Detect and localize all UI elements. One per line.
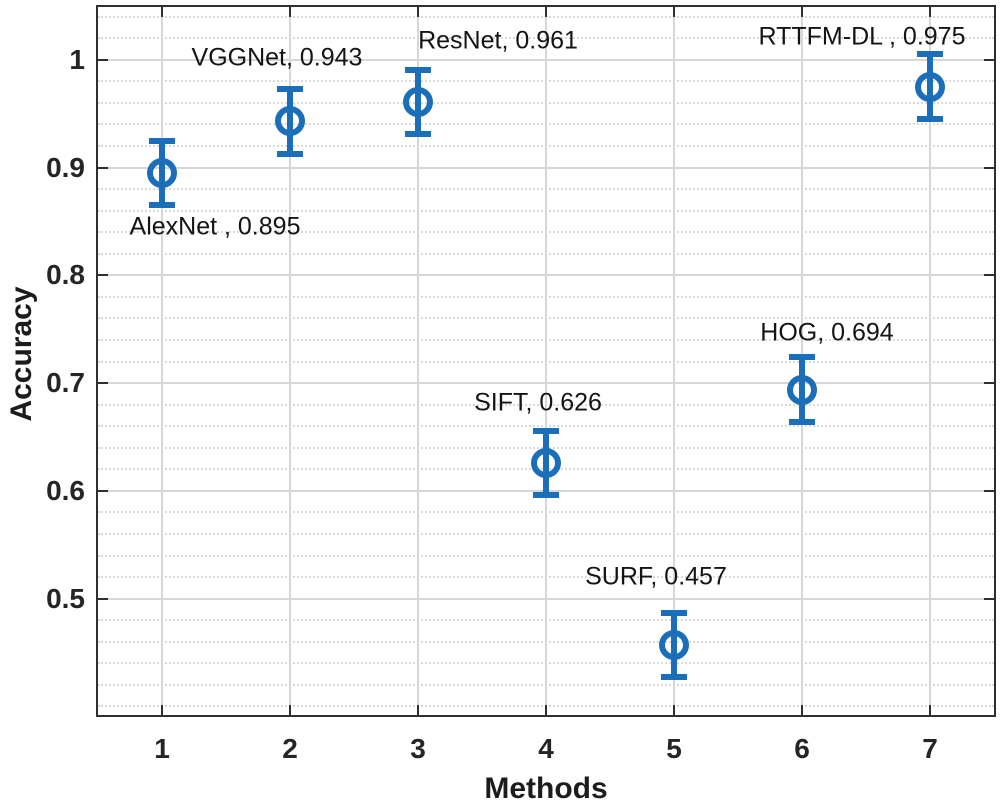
x-tick-mark-top — [289, 7, 291, 17]
error-bar-cap-top — [661, 609, 687, 616]
y-tick-mark-right — [984, 274, 994, 277]
error-bar-cap-bottom — [149, 202, 175, 209]
x-tick-label: 4 — [538, 733, 554, 764]
error-bar-cap-top — [917, 51, 943, 58]
y-tick-mark-left — [98, 166, 108, 169]
error-bar-cap-top — [789, 354, 815, 361]
error-bar-cap-bottom — [661, 674, 687, 681]
error-bar-cap-bottom — [533, 492, 559, 499]
major-gridline-vertical — [417, 7, 419, 715]
x-tick-mark-top — [545, 7, 547, 17]
x-tick-mark-top — [801, 7, 803, 17]
error-bar-cap-bottom — [277, 150, 303, 157]
x-tick-mark-bottom — [929, 705, 931, 715]
error-bar-cap-top — [277, 85, 303, 92]
y-tick-mark-left — [98, 489, 108, 492]
x-tick-mark-top — [673, 7, 675, 17]
data-point-label: VGGNet, 0.943 — [191, 43, 363, 72]
error-bar-cap-bottom — [917, 116, 943, 123]
major-gridline-vertical — [161, 7, 163, 715]
x-tick-mark-bottom — [545, 705, 547, 715]
y-tick-label: 0.7 — [46, 367, 85, 399]
data-point-marker — [787, 374, 817, 405]
data-point-label: HOG, 0.694 — [760, 318, 894, 347]
error-bar-cap-bottom — [789, 418, 815, 425]
data-point-marker — [531, 447, 561, 478]
major-gridline-vertical — [929, 7, 931, 715]
x-tick-label: 7 — [922, 733, 938, 764]
error-bar-cap-top — [405, 66, 431, 73]
x-tick-label: 2 — [282, 733, 298, 764]
error-bar-cap-top — [533, 427, 559, 434]
x-tick-mark-bottom — [801, 705, 803, 715]
y-tick-mark-right — [984, 58, 994, 61]
y-tick-label: 0.9 — [46, 151, 85, 183]
x-axis-title: Methods — [484, 772, 608, 805]
data-point-label: RTTFM-DL , 0.975 — [758, 22, 966, 51]
major-gridline-vertical — [289, 7, 291, 715]
plot-area: AlexNet , 0.895 VGGNet, 0.943 ResNet, 0.96… — [96, 5, 996, 717]
data-point-marker — [915, 71, 945, 102]
x-tick-label: 1 — [154, 733, 170, 764]
y-tick-label: 0.5 — [46, 582, 85, 614]
major-gridline-vertical — [545, 7, 547, 715]
data-point-marker — [147, 157, 177, 188]
x-tick-mark-bottom — [289, 705, 291, 715]
data-point-marker — [403, 86, 433, 117]
y-tick-label: 1 — [69, 43, 85, 75]
y-tick-mark-left — [98, 58, 108, 61]
x-tick-mark-top — [929, 7, 931, 17]
x-tick-mark-bottom — [417, 705, 419, 715]
x-tick-mark-top — [417, 7, 419, 17]
y-tick-mark-right — [984, 166, 994, 169]
data-point-label: SURF, 0.457 — [585, 562, 727, 591]
y-tick-mark-right — [984, 382, 994, 385]
y-tick-label: 0.6 — [46, 474, 85, 506]
y-tick-label: 0.8 — [46, 259, 85, 291]
data-point-marker — [659, 629, 689, 660]
y-tick-mark-left — [98, 274, 108, 277]
y-tick-mark-left — [98, 382, 108, 385]
x-tick-mark-top — [161, 7, 163, 17]
y-tick-mark-right — [984, 489, 994, 492]
data-point-label: SIFT, 0.626 — [474, 388, 602, 417]
y-tick-mark-right — [984, 597, 994, 600]
data-point-label: ResNet, 0.961 — [418, 26, 578, 55]
x-tick-mark-bottom — [673, 705, 675, 715]
x-tick-label: 5 — [666, 733, 682, 764]
x-tick-label: 6 — [794, 733, 810, 764]
data-point-marker — [275, 106, 305, 137]
y-tick-mark-left — [98, 597, 108, 600]
y-axis-title: Accuracy — [5, 286, 38, 422]
data-point-label: AlexNet , 0.895 — [129, 212, 301, 241]
x-tick-mark-bottom — [161, 705, 163, 715]
x-tick-label: 3 — [410, 733, 426, 764]
major-gridline-vertical — [673, 7, 675, 715]
error-bar-cap-bottom — [405, 131, 431, 138]
error-bar-cap-top — [149, 137, 175, 144]
